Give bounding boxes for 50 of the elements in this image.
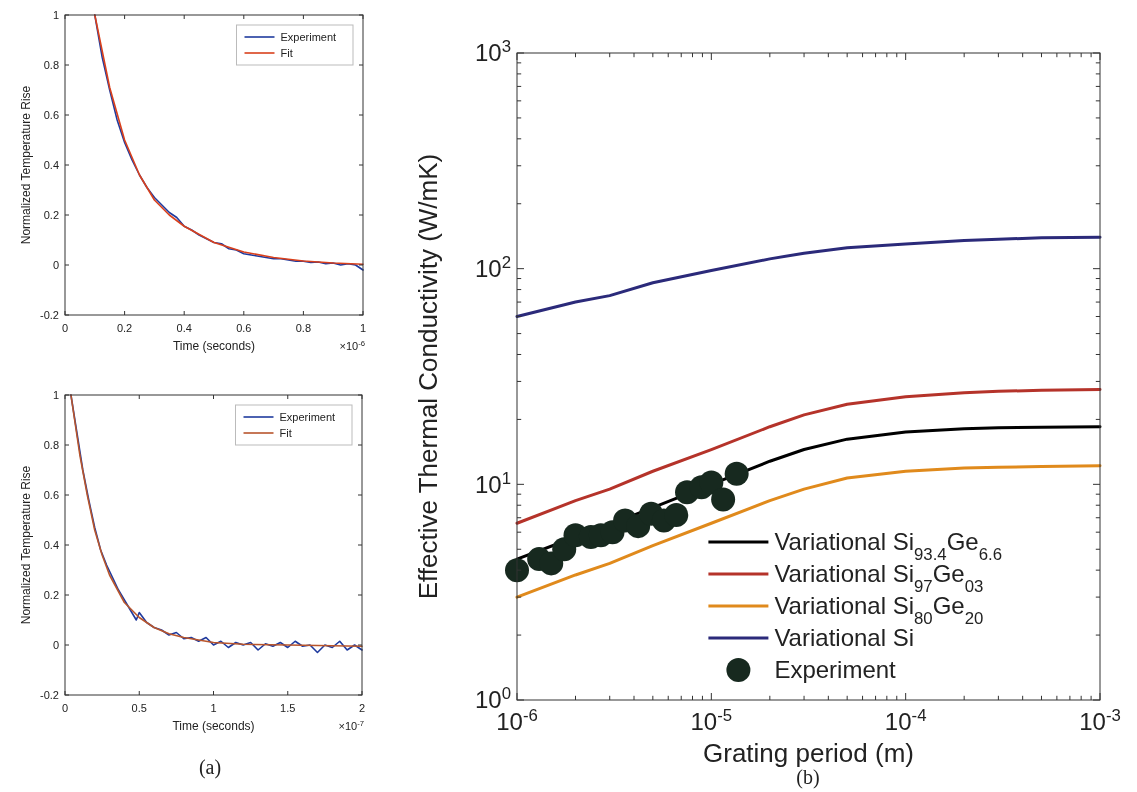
- x-tick-label: 1: [210, 702, 217, 714]
- point: [699, 470, 724, 495]
- x-tick-label: 2: [358, 702, 366, 714]
- y-tick-label: 0.2: [43, 588, 59, 601]
- y-tick-label: 1: [52, 388, 59, 401]
- x-tick-label: 0: [61, 702, 69, 714]
- legend-label: Experiment: [280, 30, 337, 43]
- y-axis-title: Effective Thermal Conductivity (W/mK): [413, 153, 443, 600]
- legend-label: Experiment: [279, 410, 336, 423]
- y-tick-label: -0.2: [40, 688, 59, 701]
- x-tick-label: 0.2: [116, 322, 133, 334]
- y-tick-label: 0.6: [43, 108, 59, 121]
- y-tick-label: 0: [52, 258, 59, 271]
- text: ×10$^{-6}$: [339, 338, 365, 352]
- legend-label: Fit: [280, 46, 293, 59]
- y-tick-label: 1: [52, 8, 59, 21]
- x-tick-label: 1: [359, 322, 367, 334]
- x-tick-label: 0.5: [131, 702, 147, 714]
- y-tick-label: 0.4: [43, 538, 59, 551]
- x-tick-label: 1.5: [280, 702, 296, 714]
- x-tick-label: 10$^{-5}$: [690, 705, 733, 735]
- legend-label: Experiment: [774, 656, 897, 684]
- x-tick-label: 0.4: [176, 322, 192, 334]
- text: ×10$^{-7}$: [338, 718, 364, 732]
- point: [664, 503, 689, 528]
- point: [724, 461, 749, 486]
- x-axis-title: Time (seconds): [172, 719, 255, 733]
- y-tick-label: -0.2: [40, 308, 59, 321]
- y-axis-title: Normalized Temperature Rise: [19, 465, 33, 625]
- y-axis-title: Normalized Temperature Rise: [19, 85, 33, 245]
- y-tick-label: 0: [52, 638, 59, 651]
- y-tick-label: 0.6: [43, 488, 59, 501]
- x-axis-title: Grating period (m): [703, 738, 914, 768]
- x-tick-label: 10$^{-4}$: [884, 705, 927, 735]
- text: (a): [198, 756, 222, 779]
- y-tick-label: 10$^{2}$: [474, 252, 511, 283]
- y-tick-label: 0.8: [43, 438, 59, 451]
- y-tick-label: 10$^{1}$: [474, 468, 511, 498]
- point: [711, 487, 736, 512]
- x-axis-title: Time (seconds): [172, 339, 256, 353]
- y-tick-label: 0.2: [43, 208, 59, 221]
- x-tick-label: 0.8: [295, 322, 312, 334]
- x-tick-label: 0: [61, 322, 69, 334]
- y-tick-label: 10$^{3}$: [474, 36, 511, 67]
- text: (b): [796, 766, 820, 789]
- legend-label: Fit: [279, 426, 292, 439]
- x-tick-label: 10$^{-3}$: [1079, 705, 1121, 735]
- x-tick-label: 0.6: [236, 322, 252, 334]
- y-tick-label: 0.4: [43, 158, 59, 171]
- y-tick-label: 0.8: [43, 58, 59, 71]
